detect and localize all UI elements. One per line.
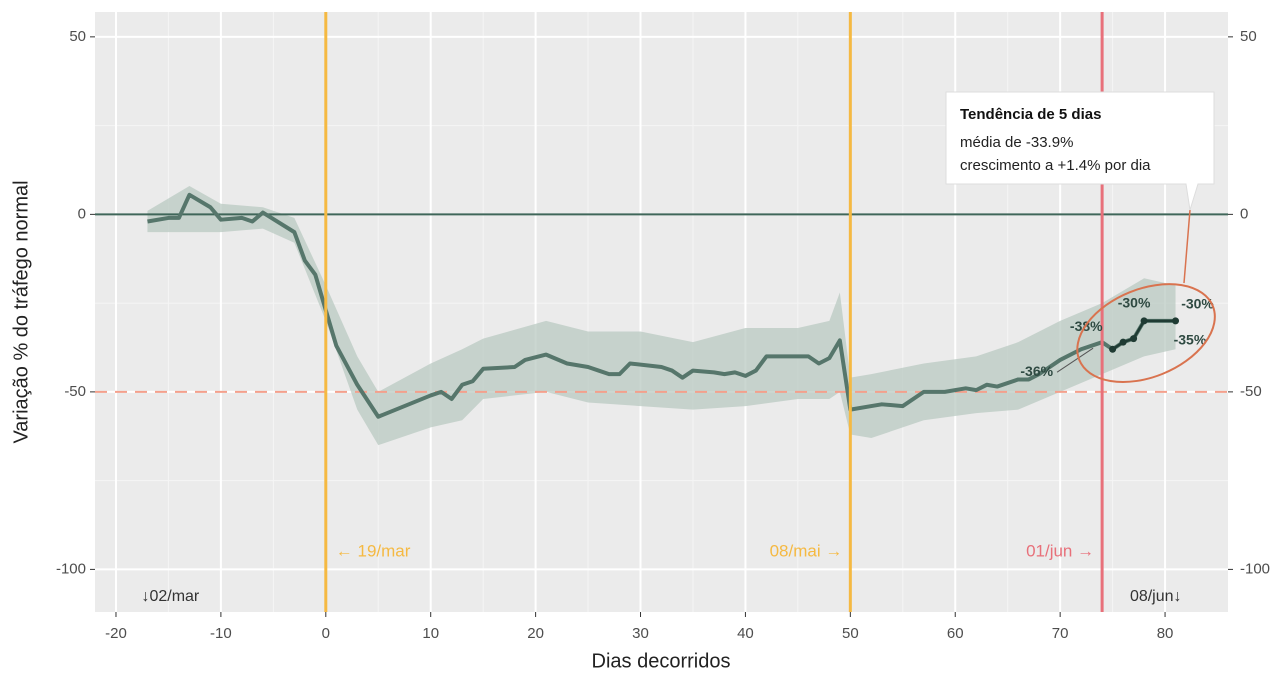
x-tick-label: 40 [737, 625, 754, 642]
x-axis-title: Dias decorridos [592, 650, 731, 672]
plot-layer: ← 19/mar 08/mai → 01/jun → ↓02/mar 08/jun↓ -3… [95, 12, 1228, 612]
x-tick-label: 0 [322, 625, 330, 642]
y-tick-label: 50 [1240, 28, 1257, 45]
x-tick-label: 50 [842, 625, 859, 642]
y-tick-label: 0 [1240, 205, 1248, 222]
annotation-line: média de -33.9% [960, 134, 1073, 151]
y-tick-label: -50 [1240, 383, 1262, 400]
confidence-band [147, 185, 1176, 446]
y-tick-label: -50 [64, 383, 86, 400]
point-label: -36% [1020, 363, 1053, 379]
point [1109, 345, 1117, 353]
y-tick-label: -100 [1240, 560, 1270, 577]
x-tick-label: 80 [1157, 625, 1174, 642]
y-axis-title: Variação % do tráfego normal [10, 180, 32, 443]
date-marker: 08/jun↓ [1130, 588, 1182, 605]
x-tick-label: 70 [1052, 625, 1069, 642]
point [1130, 335, 1138, 343]
x-tick-label: 10 [422, 625, 439, 642]
event-label: ← 19/mar [336, 541, 411, 560]
point-label: -30% [1118, 295, 1151, 311]
x-tick-label: -20 [105, 625, 127, 642]
point [1140, 317, 1148, 325]
x-tick-label: 30 [632, 625, 649, 642]
x-tick-label: -10 [210, 625, 232, 642]
y-tick-label: -100 [56, 560, 86, 577]
annotation-connector [1183, 209, 1191, 284]
annotation-box [945, 91, 1215, 211]
annotation-line: crescimento a +1.4% por dia [960, 157, 1151, 174]
y-tick-label: 0 [78, 205, 86, 222]
highlight-ellipse [1076, 283, 1216, 383]
annotation-title: Tendência de 5 dias [960, 106, 1101, 123]
event-label: 01/jun → [1026, 541, 1094, 560]
y-tick-label: 50 [69, 28, 86, 45]
x-tick-label: 60 [947, 625, 964, 642]
date-marker: ↓02/mar [141, 588, 199, 605]
event-label: 08/mai → [770, 541, 843, 560]
x-tick-label: 20 [527, 625, 544, 642]
point [1119, 338, 1127, 346]
series-line [147, 192, 1176, 419]
point-label: -38% [1070, 318, 1103, 334]
annotation: Tendência de 5 dias média de -33.9% cres… [945, 91, 1215, 211]
point-label: -35% [1174, 331, 1207, 347]
label-leader [1056, 347, 1094, 373]
point [1172, 317, 1180, 325]
point-label: -30% [1181, 296, 1214, 312]
